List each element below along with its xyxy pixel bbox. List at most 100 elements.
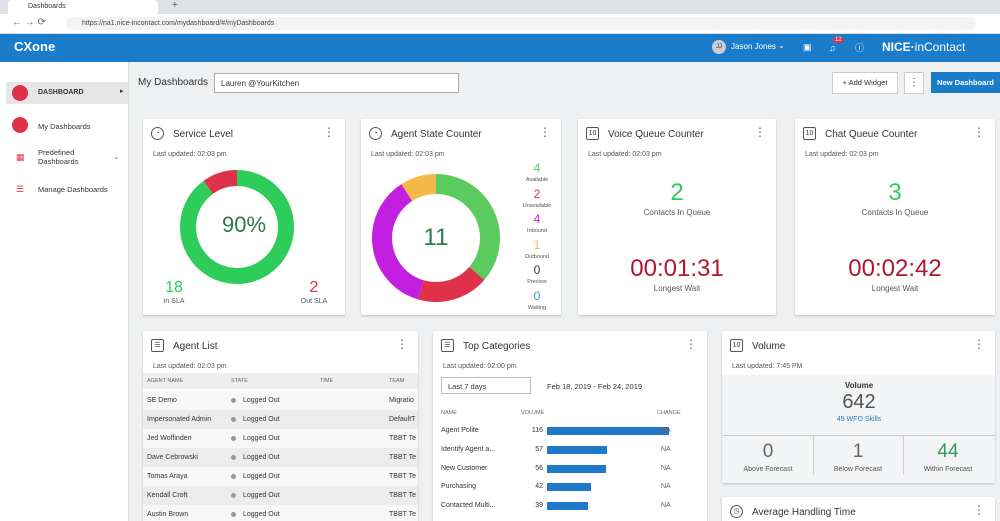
state-label: Unavailable [522,202,552,209]
longest-wait: 00:02:42 [848,255,942,282]
wait-label: Longest Wait [871,284,919,293]
brand-a: NICE [882,40,911,54]
agent-team: TBBT Te [389,492,416,499]
column-header: STATE [231,378,248,384]
category-change: NA [661,483,671,491]
updated: Last updated: 02:03 pm [588,151,662,158]
donut-segment [203,170,238,195]
divider [813,435,814,475]
updated: Last updated: 02:00 pm [443,363,517,370]
table-row [143,410,418,429]
agent-state: Logged Out [243,416,280,423]
agent-state: Logged Out [243,473,280,480]
agent-team: Migratio [389,397,414,404]
table-row [143,486,418,505]
add-widget-button[interactable]: + Add Widget [832,72,898,94]
percent: 90% [221,212,267,237]
contacts: 3 [888,179,902,206]
table-row [143,448,418,467]
state-count: 4 [533,212,541,226]
agent-team: TBBT Te [389,454,416,461]
category-volume: 57 [535,445,543,453]
column-header: AGENT NAME [147,378,184,384]
range-select[interactable]: Last 7 days [441,377,531,394]
stat-label: Above Forecast [743,466,793,473]
tab-bar: Dashboards + [0,0,1000,14]
widget-title: Volume [752,341,786,352]
state-dot [231,512,236,517]
agent-state: Logged Out [243,397,280,404]
category-change: NA [661,502,671,510]
state-count: 1 [533,237,541,252]
category-volume: 116 [531,427,543,434]
sidebar-section[interactable]: DASHBOARD ▸ [6,82,128,104]
donut [372,174,500,302]
nav-item[interactable]: My Dashboards [38,122,91,131]
column-header: NAME [441,410,457,416]
nav-item[interactable]: Manage Dashboards [38,185,108,194]
user-name[interactable]: Jason Jones [731,42,776,51]
table-row [143,467,418,486]
volume-bar [547,464,606,473]
wait-label: Longest Wait [653,284,701,293]
app-header: CXone JJ Jason Jones ⌄ ▣ ♫ 12 ⓘ NICE·inC… [0,34,1000,62]
dates: Feb 18, 2019 - Feb 24, 2019 [547,382,643,391]
updated: Last updated: 02:03 pm [153,363,227,370]
column-header: CHANGE [657,410,681,416]
widget-title: Service Level [173,129,234,140]
category-change: NA [661,464,671,472]
state-dot [231,493,236,498]
service-level-widget: ◔ Service Level ⋮ Last updated: 02:03 pm 9… [143,119,345,315]
stat-value: 44 [937,441,959,462]
widget-title: Voice Queue Counter [608,129,704,140]
agent-state: Logged Out [243,454,280,461]
state-label: Waiting [527,304,547,311]
stat-label: Within Forecast [923,466,973,473]
donut-segment [180,170,294,284]
table-row [143,429,418,448]
donut-segment [417,266,485,302]
brand: NICE·inContact [882,40,966,54]
url-bar: ← → ⟳ https://na1.nice-incontact.com/myd… [0,14,1000,34]
agent-name: Impersonated Admin [147,416,212,423]
agent-list-widget: ☰ Agent List ⋮ Last updated: 02:03 pm AGEN… [143,331,418,521]
agent-name: Tomas Araya [147,473,188,480]
notification-count[interactable]: 12 [833,37,844,43]
tab[interactable]: Dashboards [8,0,158,14]
table-row [143,505,418,521]
state-count: 0 [533,263,541,277]
state-dot [231,436,236,441]
dashboard-selector[interactable]: Lauren @YourKitchen [214,73,459,93]
volume-total: 642 [842,391,876,413]
widget-title: Agent State Counter [391,129,482,140]
agent-team: TBBT Te [389,511,416,518]
agent-team: TBBT Te [389,435,416,442]
widget-title: Agent List [173,341,218,352]
widget-title: Average Handling Time [752,507,856,518]
in-sla-label: In SLA [163,298,185,305]
state-dot [231,455,236,460]
widget-title: Top Categories [463,341,531,352]
more-button[interactable]: ⋮ [904,72,924,94]
logo[interactable]: CXone [14,39,56,54]
category-name: New Customer [441,464,488,472]
page-title: My Dashboards [138,77,209,88]
agent-name: Dave Cebrowski [147,454,198,461]
category-name: Purchasing [441,483,477,491]
category-volume: 42 [535,483,543,491]
url[interactable]: https://na1.nice-incontact.com/mydashboa… [66,17,976,30]
contacts: 2 [670,179,684,206]
agent-name: Austin Brown [147,511,189,518]
agent-name: Jed Woffinden [147,435,192,442]
state-count: 4 [533,161,541,175]
nav-item[interactable]: Predefined Dashboards [38,148,79,166]
volume-bar [547,483,592,492]
avatar[interactable]: JJ [712,40,726,54]
skills: 45 WFO Skills [836,416,882,423]
widget-title: Chat Queue Counter [825,129,918,140]
state-dot [231,398,236,403]
new-dashboard-button[interactable]: New Dashboard [931,72,1000,93]
state-label: Outbound [524,253,550,260]
state-dot [231,417,236,422]
